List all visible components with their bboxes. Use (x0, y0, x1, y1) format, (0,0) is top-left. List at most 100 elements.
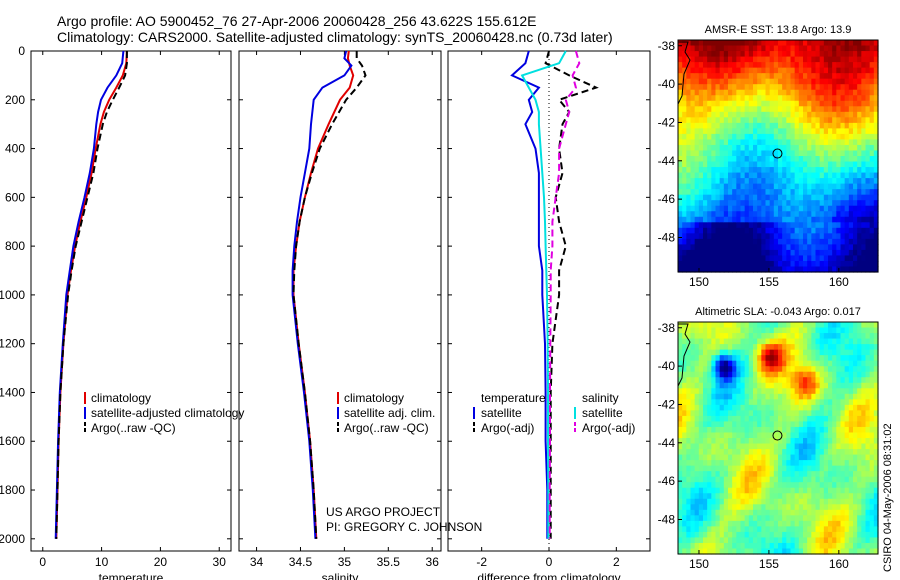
heatmap-cell (861, 211, 867, 218)
heatmap-cell (798, 89, 804, 96)
heatmap-cell (853, 238, 858, 245)
heatmap-cell (815, 382, 821, 389)
heatmap-cell (861, 515, 867, 522)
heatmap-cell (707, 344, 712, 351)
heatmap-cell (840, 40, 846, 47)
heatmap-cell (811, 388, 817, 395)
heatmap-cell (682, 443, 687, 450)
heatmap-cell (757, 360, 762, 367)
heatmap-cell (682, 211, 687, 218)
heatmap-cell (815, 404, 821, 411)
heatmap-cell (782, 349, 787, 356)
heatmap-cell (736, 471, 742, 478)
heatmap-cell (769, 382, 775, 389)
heatmap-cell (844, 504, 850, 511)
heatmap-cell (848, 56, 854, 63)
heatmap-cell (819, 67, 825, 74)
heatmap-cell (719, 205, 725, 212)
heatmap-cell (844, 338, 850, 345)
heatmap-cell (807, 377, 812, 384)
heatmap-cell (769, 377, 775, 384)
heatmap-cell (740, 56, 746, 63)
heatmap-cell (865, 62, 871, 69)
heatmap-cell (836, 255, 842, 262)
heatmap-cell (778, 504, 783, 511)
heatmap-cell (765, 322, 771, 329)
heatmap-cell (678, 393, 683, 400)
heatmap-cell (740, 95, 746, 102)
heatmap-cell (703, 100, 708, 107)
heatmap-cell (840, 377, 846, 384)
heatmap-cell (678, 410, 683, 417)
heatmap-cell (740, 167, 746, 174)
heatmap-cell (853, 509, 858, 516)
heatmap-cell (753, 233, 758, 240)
heatmap-cell (769, 449, 775, 456)
heatmap-cell (865, 371, 871, 378)
heatmap-cell (873, 333, 879, 340)
heatmap-cell (782, 504, 787, 511)
heatmap-cell (711, 167, 717, 174)
heatmap-cell (790, 255, 796, 262)
heatmap-cell (715, 515, 721, 522)
heatmap-cell (873, 106, 879, 113)
heatmap-cell (732, 67, 737, 74)
heatmap-cell (807, 410, 812, 417)
heatmap-cell (694, 537, 700, 544)
heatmap-cell (844, 415, 850, 423)
heatmap-cell (807, 40, 812, 47)
heatmap-cell (711, 222, 717, 229)
heatmap-cell (815, 139, 821, 146)
heatmap-cell (819, 399, 825, 406)
heatmap-cell (761, 73, 767, 80)
heatmap-cell (769, 244, 775, 251)
heatmap-cell (757, 327, 762, 334)
heatmap-cell (719, 482, 725, 489)
heatmap-cell (682, 216, 687, 223)
heatmap-cell (690, 45, 696, 52)
heatmap-cell (719, 504, 725, 511)
heatmap-cell (798, 100, 804, 107)
heatmap-cell (740, 327, 746, 334)
heatmap-cell (811, 51, 817, 58)
heatmap-cell (753, 200, 758, 207)
heatmap-cell (753, 393, 758, 400)
heatmap-cell (719, 89, 725, 96)
heatmap-cell (719, 260, 725, 268)
heatmap-cell (844, 327, 850, 334)
heatmap-cell (798, 216, 804, 223)
heatmap-cell (686, 260, 692, 268)
heatmap-cell (753, 216, 758, 223)
heatmap-cell (736, 244, 742, 251)
heatmap-cell (703, 40, 708, 47)
heatmap-cell (794, 327, 800, 334)
heatmap-cell (828, 117, 833, 124)
heatmap-cell (719, 487, 725, 494)
heatmap-cell (732, 106, 737, 113)
heatmap-cell (790, 156, 796, 163)
heatmap-cell (686, 504, 692, 511)
heatmap-cell (873, 460, 879, 467)
heatmap-cell (794, 255, 800, 262)
heatmap-cell (853, 410, 858, 417)
heatmap-cell (715, 327, 721, 334)
heatmap-cell (682, 255, 687, 262)
heatmap-cell (798, 355, 804, 362)
heatmap-cell (686, 404, 692, 411)
heatmap-cell (786, 106, 792, 113)
heatmap-cell (736, 531, 742, 539)
heatmap-cell (694, 111, 700, 118)
heatmap-cell (857, 156, 862, 163)
coastline (677, 41, 691, 105)
heatmap-cell (815, 548, 821, 555)
heatmap-cell (694, 443, 700, 450)
heatmap-cell (815, 338, 821, 345)
heatmap-cell (794, 172, 800, 179)
heatmap-cell (728, 476, 733, 483)
heatmap-cell (869, 432, 875, 439)
heatmap-cell (853, 51, 858, 58)
heatmap-cell (761, 106, 767, 113)
heatmap-cell (744, 111, 750, 118)
heatmap-cell (773, 260, 779, 268)
heatmap-cell (828, 167, 833, 174)
